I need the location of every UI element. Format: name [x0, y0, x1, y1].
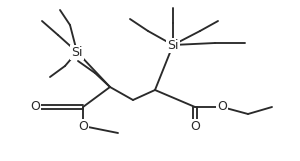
Text: Si: Si: [71, 46, 83, 58]
Text: O: O: [217, 100, 227, 114]
Text: O: O: [30, 100, 40, 114]
Text: O: O: [190, 119, 200, 133]
Text: O: O: [78, 119, 88, 133]
Text: Si: Si: [167, 38, 179, 52]
